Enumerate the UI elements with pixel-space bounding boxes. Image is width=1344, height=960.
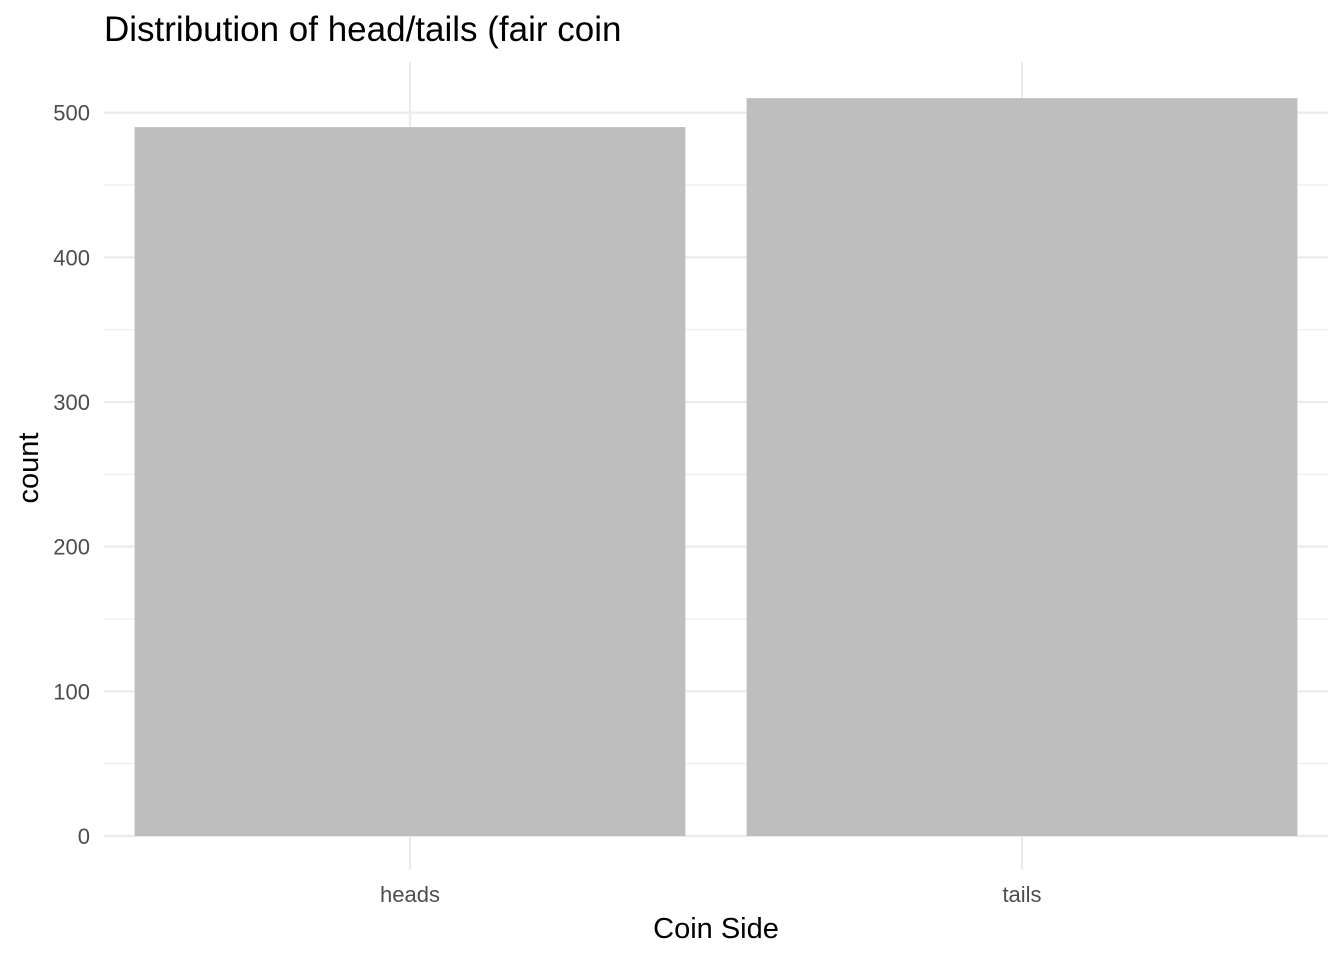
chart-title: Distribution of head/tails (fair coin <box>104 10 621 49</box>
y-tick-label: 300 <box>53 390 90 415</box>
bar-heads <box>134 127 686 837</box>
y-tick-label: 500 <box>53 101 90 126</box>
y-axis-title: count <box>13 433 45 504</box>
bar-tails <box>746 98 1298 837</box>
bars <box>134 98 1298 837</box>
y-tick-label: 200 <box>53 535 90 560</box>
x-axis-tick-labels: heads tails <box>380 882 1042 907</box>
x-axis-title: Coin Side <box>653 913 779 945</box>
y-tick-label: 0 <box>78 824 90 849</box>
x-tick-label: tails <box>1002 882 1041 907</box>
y-axis-tick-labels: 0 100 200 300 400 500 <box>53 101 90 849</box>
x-tick-label: heads <box>380 882 440 907</box>
y-tick-label: 100 <box>53 679 90 704</box>
y-tick-label: 400 <box>53 245 90 270</box>
